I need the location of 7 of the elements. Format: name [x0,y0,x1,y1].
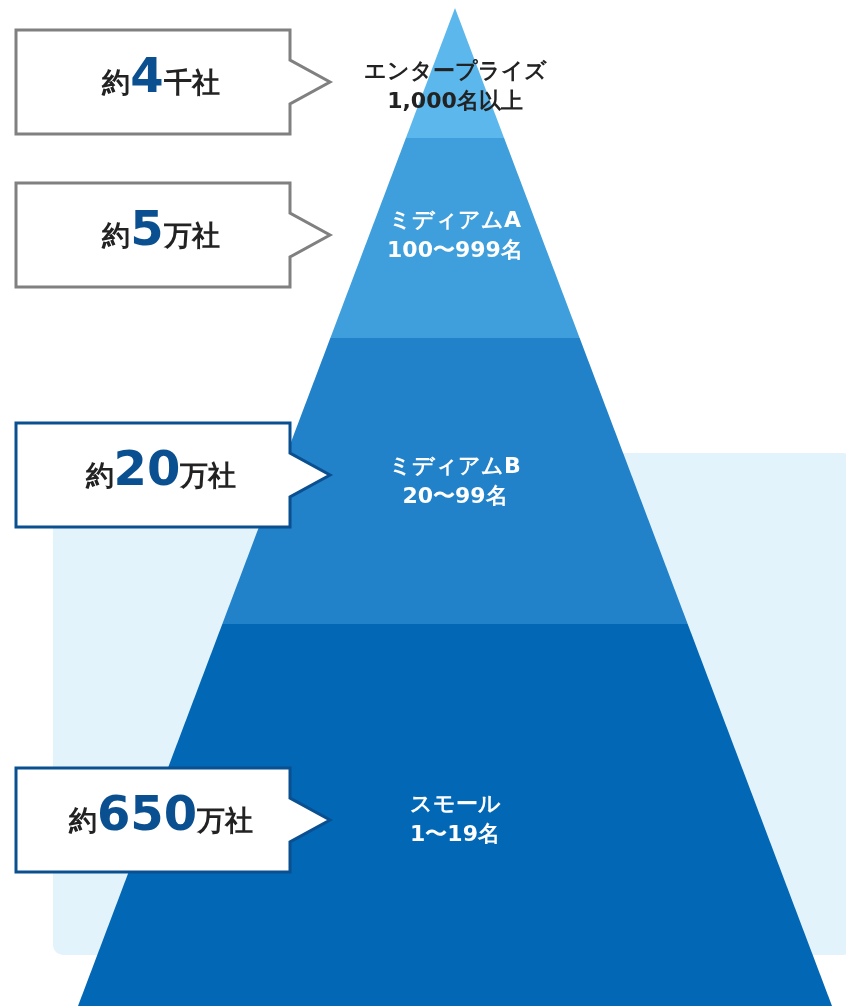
data-label: 約5万社 [101,199,220,256]
category-label: ミディアムA 100〜999名 [387,206,523,262]
category-label: スモール 1〜19名 [409,790,501,846]
category-label: ミディアムB 20〜99名 [389,452,521,508]
data-label: 約20万社 [84,439,237,496]
data-label: 約650万社 [67,784,254,841]
data-label: 約4千社 [101,46,220,103]
